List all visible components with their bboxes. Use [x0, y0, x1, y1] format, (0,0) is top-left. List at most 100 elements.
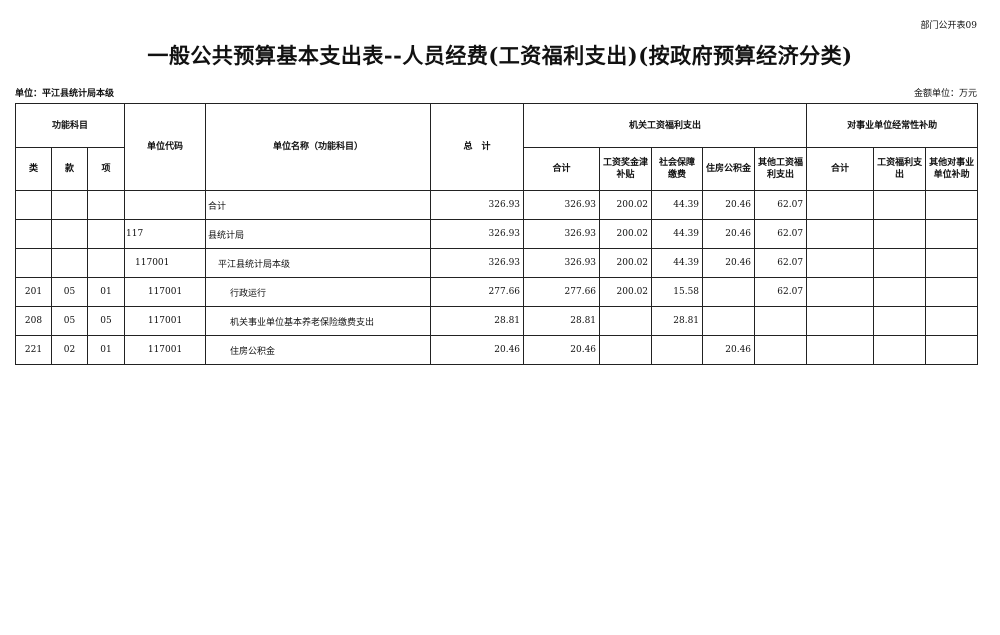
cell-jg-social: 44.39	[651, 190, 704, 220]
header-sy-total: 合计	[806, 147, 875, 191]
cell-jg-total: 277.66	[523, 277, 601, 307]
unit-label: 单位：平江县统计局本级	[15, 89, 115, 99]
cell-sy-wage	[873, 248, 927, 278]
header-xiang: 项	[86, 147, 126, 191]
table-row: 208 05 05 117001 机关事业单位基本养老保险缴费支出 28.81 28.81 2…	[15, 306, 979, 336]
table-row: 201 05 01 117001 行政运行 277.66 277.66 200.02 15.58…	[15, 277, 979, 307]
cell-code: 117001	[124, 248, 207, 278]
cell-lei	[15, 248, 52, 278]
cell-sy-total	[806, 190, 875, 220]
cell-jg-wage: 200.02	[599, 277, 653, 307]
cell-xiang: 05	[86, 306, 126, 336]
cell-kuan: 05	[51, 306, 88, 336]
cell-jg-wage	[599, 335, 653, 365]
cell-sy-other	[925, 190, 979, 220]
cell-sy-wage	[873, 277, 927, 307]
cell-sy-total	[806, 306, 875, 336]
cell-jg-wage: 200.02	[599, 248, 653, 278]
header-total: 总 计	[430, 103, 525, 191]
cell-sy-total	[806, 248, 875, 278]
cell-jg-total: 326.93	[523, 190, 601, 220]
cell-xiang: 01	[86, 277, 126, 307]
cell-total: 28.81	[430, 306, 525, 336]
cell-kuan: 02	[51, 335, 88, 365]
cell-code: 117001	[124, 306, 207, 336]
cell-code: 117	[124, 219, 207, 249]
cell-lei: 201	[15, 277, 52, 307]
cell-xiang	[86, 219, 126, 249]
cell-kuan	[51, 248, 88, 278]
cell-total: 277.66	[430, 277, 525, 307]
cell-name: 机关事业单位基本养老保险缴费支出	[205, 306, 432, 336]
cell-sy-wage	[873, 335, 927, 365]
table-row: 合计 326.93 326.93 200.02 44.39 20.46 62.07	[15, 190, 979, 220]
cell-sy-wage	[873, 190, 927, 220]
cell-jg-social: 44.39	[651, 248, 704, 278]
cell-sy-other	[925, 219, 979, 249]
cell-sy-total	[806, 335, 875, 365]
cell-name: 合计	[205, 190, 432, 220]
table-row: 117001 平江县统计局本级 326.93 326.93 200.02 44.39 20.…	[15, 248, 979, 278]
header-kuan: 款	[51, 147, 88, 191]
cell-name: 行政运行	[205, 277, 432, 307]
cell-total: 326.93	[430, 190, 525, 220]
cell-jg-wage: 200.02	[599, 190, 653, 220]
cell-lei	[15, 219, 52, 249]
cell-lei: 221	[15, 335, 52, 365]
cell-jg-other: 62.07	[754, 190, 808, 220]
cell-jg-housing: 20.46	[702, 219, 756, 249]
header-name: 单位名称（功能科目）	[205, 103, 432, 191]
header-sy-other: 其他对事业单位补助	[925, 147, 979, 191]
cell-jg-housing: 20.46	[702, 248, 756, 278]
cell-jg-housing	[702, 306, 756, 336]
cell-jg-other: 62.07	[754, 248, 808, 278]
header-sy-wage: 工资福利支出	[873, 147, 927, 191]
cell-jg-total: 326.93	[523, 248, 601, 278]
cell-jg-social	[651, 335, 704, 365]
cell-name: 住房公积金	[205, 335, 432, 365]
cell-xiang: 01	[86, 335, 126, 365]
cell-total: 20.46	[430, 335, 525, 365]
cell-kuan	[51, 190, 88, 220]
cell-sy-other	[925, 248, 979, 278]
cell-sy-total	[806, 219, 875, 249]
cell-lei: 208	[15, 306, 52, 336]
table-row: 117 县统计局 326.93 326.93 200.02 44.39 20.46 62.07	[15, 219, 979, 249]
cell-sy-wage	[873, 219, 927, 249]
cell-jg-other: 62.07	[754, 277, 808, 307]
header-func: 功能科目	[14, 103, 126, 148]
cell-jg-other	[754, 306, 808, 336]
cell-code	[124, 190, 207, 220]
cell-jg-other: 62.07	[754, 219, 808, 249]
header-jg-total: 合计	[523, 147, 601, 191]
cell-name: 平江县统计局本级	[205, 248, 432, 278]
cell-kuan	[51, 219, 88, 249]
header-lei: 类	[15, 147, 52, 191]
cell-name: 县统计局	[205, 219, 432, 249]
cell-lei	[15, 190, 52, 220]
cell-jg-social: 28.81	[651, 306, 704, 336]
cell-jg-housing: 20.46	[702, 190, 756, 220]
cell-xiang	[86, 190, 126, 220]
page-title: 一般公共预算基本支出表--人员经费(工资福利支出)(按政府预算经济分类)	[147, 43, 853, 68]
cell-jg-total: 326.93	[523, 219, 601, 249]
header-jg-wage: 工资奖金津补贴	[599, 147, 653, 191]
cell-sy-other	[925, 277, 979, 307]
form-number: 部门公开表09	[920, 21, 977, 31]
cell-total: 326.93	[430, 248, 525, 278]
header-code: 单位代码	[124, 103, 207, 191]
budget-table: 功能科目 单位代码 单位名称（功能科目） 总 计 机关工资福利支出 对事业单位经…	[14, 103, 979, 365]
cell-kuan: 05	[51, 277, 88, 307]
header-jg: 机关工资福利支出	[523, 103, 808, 148]
header-jg-housing: 住房公积金	[702, 147, 756, 191]
cell-sy-other	[925, 306, 979, 336]
cell-jg-other	[754, 335, 808, 365]
cell-xiang	[86, 248, 126, 278]
cell-jg-wage: 200.02	[599, 219, 653, 249]
header-sy: 对事业单位经常性补助	[806, 103, 979, 148]
cell-sy-wage	[873, 306, 927, 336]
cell-sy-other	[925, 335, 979, 365]
cell-jg-housing: 20.46	[702, 335, 756, 365]
header-jg-social: 社会保障缴费	[651, 147, 704, 191]
cell-sy-total	[806, 277, 875, 307]
